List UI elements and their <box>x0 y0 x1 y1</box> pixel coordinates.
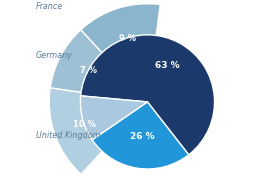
Text: France: France <box>36 2 63 11</box>
Wedge shape <box>92 102 189 169</box>
Text: 63 %: 63 % <box>155 61 180 70</box>
Wedge shape <box>49 88 147 174</box>
Wedge shape <box>50 30 147 102</box>
Text: United Kingdom: United Kingdom <box>36 131 100 140</box>
Wedge shape <box>81 4 160 102</box>
Text: 10 %: 10 % <box>73 120 96 129</box>
Text: Germany: Germany <box>36 51 73 60</box>
Text: 26 %: 26 % <box>130 132 154 141</box>
Wedge shape <box>80 96 147 140</box>
Wedge shape <box>81 35 214 155</box>
Text: 7 %: 7 % <box>80 66 97 75</box>
Text: 9 %: 9 % <box>119 34 136 43</box>
